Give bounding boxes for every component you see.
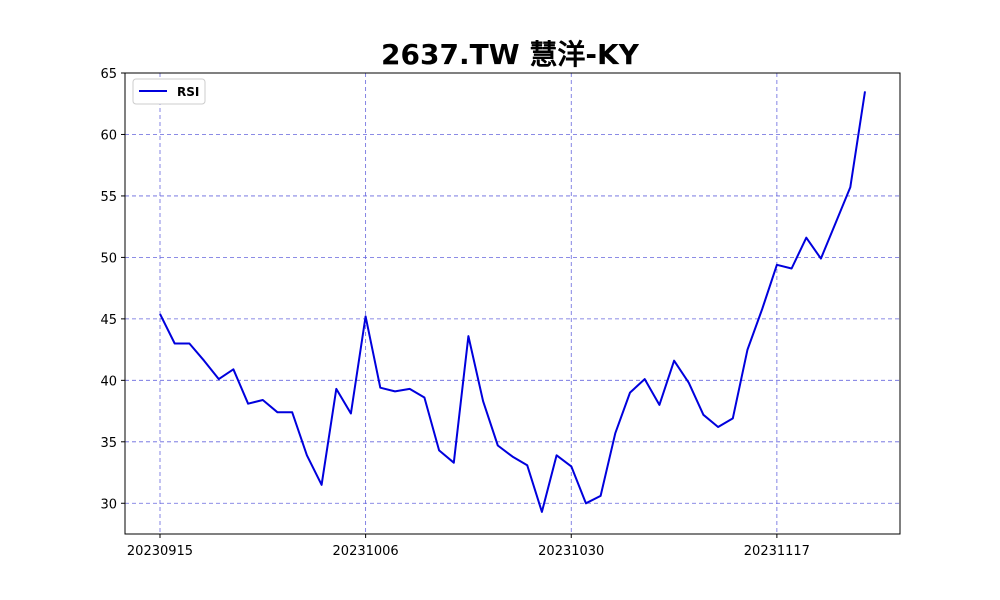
legend: RSI — [132, 78, 206, 105]
series-line-rsi — [159, 91, 866, 513]
x-tick-label: 20230915 — [127, 544, 193, 559]
y-tick-label: 30 — [100, 497, 117, 512]
y-tick-label: 40 — [100, 374, 117, 389]
y-tick-label: 55 — [100, 190, 117, 205]
chart-title: 2637.TW 慧洋-KY — [381, 38, 640, 71]
x-tick-label: 20231117 — [744, 544, 810, 559]
legend-label: RSI — [177, 85, 199, 99]
legend-box — [132, 78, 206, 105]
y-tick-label: 60 — [100, 128, 117, 143]
y-tick-label: 50 — [100, 251, 117, 266]
y-tick-label: 35 — [100, 436, 117, 451]
x-tick-label: 20231030 — [538, 544, 604, 559]
y-tick-label: 65 — [100, 67, 117, 82]
plot-frame — [124, 72, 901, 535]
y-tick-label: 45 — [100, 313, 117, 328]
axes: 30 35 40 45 50 55 60 65 20230915 20231006 20231030… — [100, 67, 810, 559]
series-layer — [159, 91, 866, 513]
grid — [125, 72, 900, 534]
x-tick-label: 20231006 — [333, 544, 399, 559]
